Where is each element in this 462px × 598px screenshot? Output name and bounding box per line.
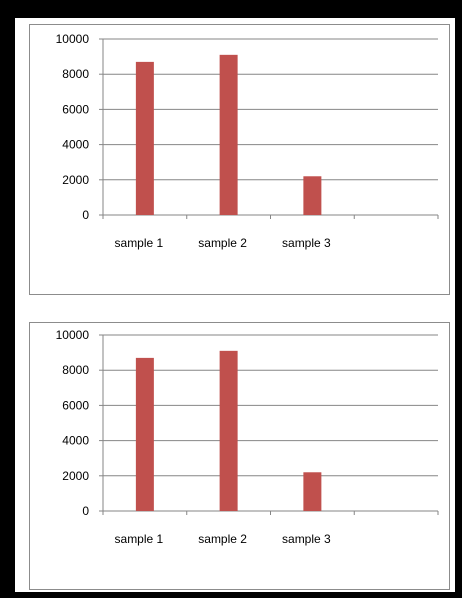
- chart-0-category-label: sample 2: [198, 236, 247, 250]
- chart-1-category-label: sample 1: [115, 532, 164, 546]
- chart-0-y-tick-label: 2000: [62, 173, 89, 187]
- chart-1-y-tick-label: 6000: [62, 398, 89, 412]
- chart-0-category-label: sample 1: [115, 236, 164, 250]
- chart-0-y-tick-label: 10000: [56, 32, 90, 46]
- chart-0-y-tick-label: 8000: [62, 67, 89, 81]
- chart-1-category-label: sample 2: [198, 532, 247, 546]
- chart-1-y-tick-label: 2000: [62, 469, 89, 483]
- chart-0-bar: [303, 176, 322, 215]
- chart-0-bar: [135, 61, 154, 215]
- chart-1-bar: [219, 350, 238, 511]
- chart-1-y-tick-label: 10000: [56, 328, 90, 342]
- chart-1-bar: [135, 357, 154, 511]
- chart-1-svg: 0 2000 4000 6000 8000 10000 sample 1 sample 2 sa…: [56, 32, 439, 250]
- chart-0-y-tick-label: 4000: [62, 138, 89, 152]
- sheet-background: 0 2000 4000 6000 8000 10000 sample 1 sample 2 sa…: [15, 18, 455, 592]
- chart-0-y-tick-label: 0: [82, 208, 89, 222]
- chart-0-category-label: sample 3: [282, 236, 331, 250]
- chart-2: 0 2000 4000 6000 8000 10000 sample 1 sample 2 sa…: [29, 322, 450, 590]
- chart-1-y-tick-label: 0: [82, 504, 89, 518]
- chart-1-y-tick-label: 8000: [62, 363, 89, 377]
- chart-2-svg: 0 2000 4000 6000 8000 10000 sample 1 sample 2 sa…: [56, 328, 439, 546]
- chart-1: 0 2000 4000 6000 8000 10000 sample 1 sample 2 sa…: [29, 24, 450, 295]
- chart-0-bar: [219, 54, 238, 216]
- chart-1-category-label: sample 3: [282, 532, 331, 546]
- chart-1-y-tick-label: 4000: [62, 434, 89, 448]
- chart-0-y-tick-label: 6000: [62, 102, 89, 116]
- chart-1-bar: [303, 472, 322, 511]
